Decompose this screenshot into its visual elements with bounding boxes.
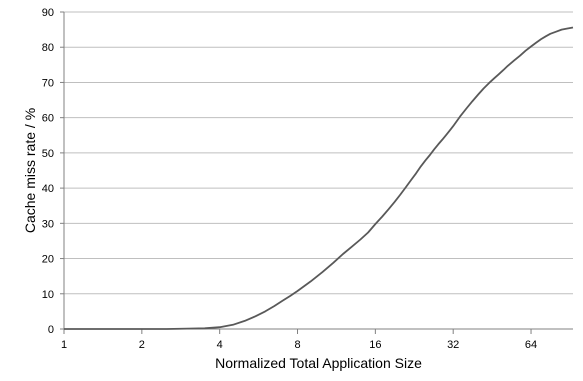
y-tick-label: 30	[42, 218, 54, 230]
y-axis-title: Cache miss rate / %	[22, 108, 38, 233]
x-tick-label: 8	[294, 339, 300, 351]
y-tick-label: 40	[42, 183, 54, 195]
x-tick-label: 16	[369, 339, 381, 351]
y-tick-label: 50	[42, 148, 54, 160]
x-tick-label: 32	[447, 339, 459, 351]
series-layer	[64, 26, 574, 330]
x-tick-label: 2	[139, 339, 145, 351]
axes	[60, 11, 573, 334]
x-tick-label: 64	[525, 339, 537, 351]
x-tick-label: 4	[217, 339, 223, 351]
y-tick-label: 70	[42, 77, 54, 89]
y-tick-label: 60	[42, 113, 54, 125]
y-tick-label: 20	[42, 254, 54, 266]
x-axis-title: Normalized Total Application Size	[215, 355, 422, 371]
y-tick-label: 10	[42, 289, 54, 301]
y-tick-label: 80	[42, 42, 54, 54]
series-line-0	[64, 26, 574, 330]
x-tick-label: 1	[61, 339, 67, 351]
tick-labels: 0 10 20 30 40 50 60 70 80 90 1 2 4 8 16 32 64	[42, 7, 537, 351]
gridlines	[64, 11, 573, 295]
y-tick-label: 90	[42, 7, 54, 19]
y-tick-label: 0	[48, 324, 54, 336]
